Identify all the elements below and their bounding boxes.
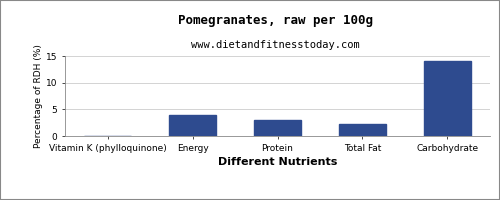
Bar	[424, 61, 470, 136]
Y-axis label: Percentage of RDH (%): Percentage of RDH (%)	[34, 44, 43, 148]
Bar	[254, 120, 301, 136]
Text: Pomegranates, raw per 100g: Pomegranates, raw per 100g	[178, 14, 372, 27]
Bar	[169, 115, 216, 136]
Text: www.dietandfitnesstoday.com: www.dietandfitnesstoday.com	[190, 40, 360, 50]
Bar	[339, 124, 386, 136]
X-axis label: Different Nutrients: Different Nutrients	[218, 157, 337, 167]
